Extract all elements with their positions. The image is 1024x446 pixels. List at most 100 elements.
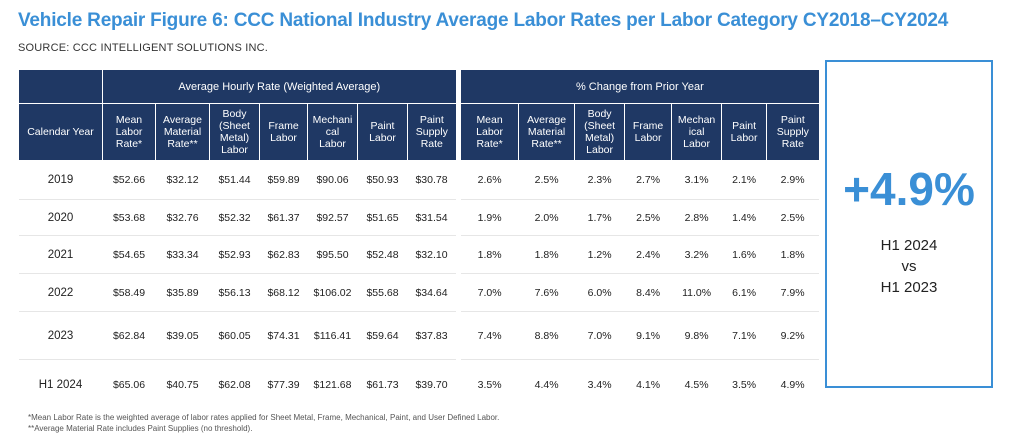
pct-change-cell: 4.4% (534, 379, 559, 391)
table-row: 2020 $53.68 $32.76 $52.32 $61.37 $92.57 $51.65… (18, 199, 819, 236)
pct-change-cell: 1.4% (721, 199, 767, 236)
column-header-line: Metal) (219, 132, 250, 144)
rate-cell: $55.68 (357, 273, 408, 312)
column-header-line: (Sheet (584, 120, 616, 132)
year-cell: 2021 (18, 235, 103, 274)
rate-cell: $33.34 (155, 235, 210, 274)
group-header-pct: % Change from Prior Year (460, 70, 819, 104)
pct-change-cell: 1.7% (574, 199, 625, 236)
column-header-line: Paint (419, 114, 444, 126)
rate-cell: $58.49 (102, 273, 156, 312)
pct-change-cell: 2.5% (624, 199, 672, 236)
rate-column-header: Mechani cal Labor (307, 103, 358, 160)
pct-column-header: Mechan ical Labor (671, 103, 722, 160)
pct-change-cell: 9.2% (766, 311, 819, 360)
column-header-line: Mean (115, 114, 143, 126)
column-header-line: Frame (632, 120, 664, 132)
pct-column-header: Paint Supply Rate (766, 103, 819, 160)
rate-cell: $56.13 (209, 273, 260, 312)
rate-column-header: Average Material Rate** (155, 103, 210, 160)
column-header-line: Rate* (115, 138, 143, 150)
pct-change-cell: 2.1% (721, 160, 767, 200)
rate-cell: $54.65 (102, 235, 156, 274)
callout-line-2: vs (901, 258, 917, 275)
column-header-line: Mechani (312, 114, 353, 126)
pct-change-cell: 2.7% (624, 160, 672, 200)
rate-column-header: Frame Labor (259, 103, 308, 160)
callout-line-3: H1 2023 (880, 279, 938, 296)
column-header-line: Labor (369, 132, 396, 144)
pct-change-cell: 7.1% (721, 311, 767, 360)
rate-cell: $106.02 (307, 273, 358, 312)
column-header-line: Supply (415, 126, 448, 138)
table-row: 2019 $52.66 $32.12 $51.44 $59.89 $90.06 $50.93… (18, 160, 819, 200)
column-header-line: Material (527, 126, 566, 138)
rate-cell: $37.83 (407, 311, 456, 360)
pct-change-cell: 2.0% (518, 199, 575, 236)
column-header-line: ical (688, 126, 705, 138)
pct-change-cell: 7.9% (766, 273, 819, 312)
rate-cell: $32.12 (155, 160, 210, 200)
rate-cell: $32.76 (155, 199, 210, 236)
rate-cell: $65.06 (112, 379, 146, 391)
pct-column-header: Paint Labor (721, 103, 767, 160)
pct-column-header: Mean Labor Rate* (460, 103, 519, 160)
rate-cell: $60.05 (209, 311, 260, 360)
column-header-line: Labor (586, 144, 613, 156)
column-header-line: Rate (781, 138, 804, 150)
rate-cell: $53.68 (102, 199, 156, 236)
column-header-line: Labor (476, 126, 503, 138)
rate-column-header: Paint Supply Rate (406, 103, 456, 160)
pct-change-cell: 7.6% (518, 273, 575, 312)
rate-cell: $35.89 (155, 273, 210, 312)
rate-cell: $30.78 (407, 160, 456, 200)
pct-change-cell: 1.9% (460, 199, 519, 236)
year-cell: 2022 (18, 273, 103, 312)
pct-column-header: Average Material Rate** (518, 103, 575, 160)
rate-cell: $62.08 (218, 379, 251, 391)
pct-change-cell: 1.6% (721, 235, 767, 274)
labor-rates-table: Average Hourly Rate (Weighted Average) %… (18, 70, 819, 410)
table-row: H1 2024 $65.06 $40.75 $62.08 $77.39 $121.68 $6… (19, 360, 819, 411)
pct-change-cell: 3.1% (671, 160, 722, 200)
header-gap (455, 103, 461, 160)
year-cell: 2020 (18, 199, 103, 236)
column-header-line: Paint (780, 114, 805, 126)
highlight-callout: +4.9% H1 2024 vs H1 2023 (825, 60, 993, 388)
column-header-line: Paint (732, 120, 757, 132)
table-row: 2023 $62.84 $39.05 $60.05 $74.31 $116.41 $59.6… (18, 311, 819, 360)
column-header-line: Frame (268, 120, 299, 132)
column-header-line: Labor (115, 126, 143, 138)
pct-change-cell: 3.4% (587, 379, 612, 391)
column-header-line: Labor (270, 132, 297, 144)
rate-cell: $34.64 (407, 273, 456, 312)
column-header-line: Rate** (531, 138, 562, 150)
pct-change-cell: 2.5% (518, 160, 575, 200)
column-header-line: Rate* (476, 138, 503, 150)
column-header-line: Metal) (584, 132, 615, 144)
rate-cell: $51.65 (357, 199, 408, 236)
year-cell: 2023 (18, 311, 103, 360)
pct-column-header: Frame Labor (624, 103, 672, 160)
year-cell: 2019 (18, 160, 103, 200)
header-gap (455, 70, 461, 104)
rate-cell: $95.50 (307, 235, 358, 274)
column-header-line: Average (163, 114, 202, 126)
column-header-line: (Sheet (219, 120, 250, 132)
rate-cell: $61.37 (259, 199, 308, 236)
column-header-line: Rate** (167, 138, 198, 150)
table-row: 2022 $58.49 $35.89 $56.13 $68.12 $106.02 $55.6… (18, 273, 819, 312)
rate-cell: $59.89 (259, 160, 308, 200)
rate-cell: $121.68 (313, 379, 352, 391)
rate-cell: $52.93 (209, 235, 260, 274)
rate-cell: $116.41 (307, 311, 358, 360)
pct-change-cell: 9.1% (624, 311, 672, 360)
rate-cell: $62.83 (259, 235, 308, 274)
column-header-line: Material (163, 126, 202, 138)
column-header-line: Labor (634, 132, 662, 144)
rate-cell: $52.32 (209, 199, 260, 236)
column-header-line: Supply (776, 126, 809, 138)
pct-change-cell: 6.0% (574, 273, 625, 312)
pct-change-cell: 7.4% (460, 311, 519, 360)
column-header-line: Rate (420, 138, 443, 150)
